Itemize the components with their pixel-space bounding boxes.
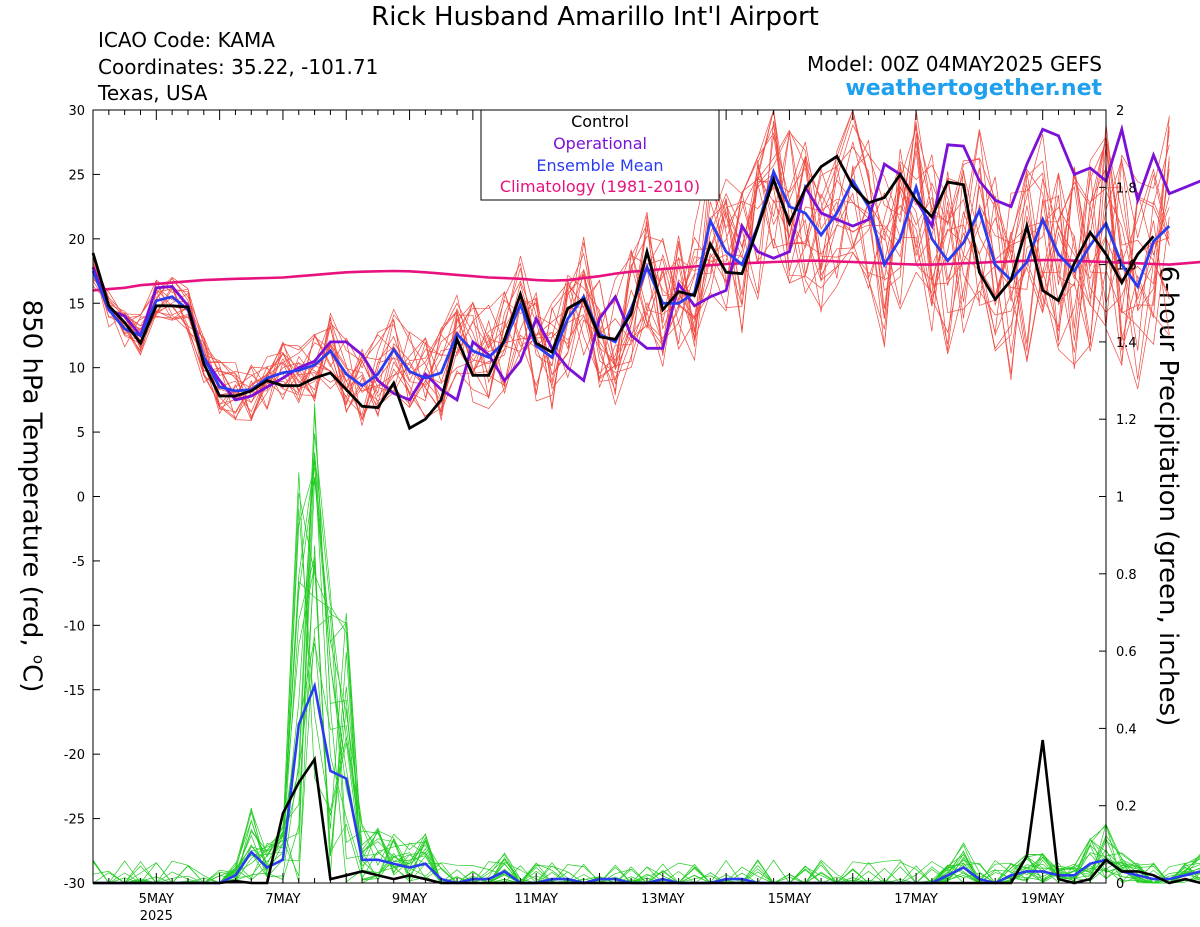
left-tick-label: 20 — [68, 233, 85, 248]
precip-member-line — [93, 452, 1200, 884]
left-tick-label: 10 — [68, 362, 85, 377]
precip-member-line — [93, 580, 1200, 884]
x-tick-year: 2025 — [140, 909, 173, 924]
region: Texas, USA — [98, 81, 208, 105]
right-tick-label: 0.6 — [1116, 645, 1137, 660]
right-tick-label: 1.2 — [1116, 413, 1137, 428]
right-tick-label: 0 — [1116, 877, 1124, 892]
x-tick-label: 15MAY — [768, 892, 812, 907]
precip-member-line — [92, 433, 1200, 884]
right-tick-label: 0.4 — [1116, 722, 1137, 737]
mean-precip-line — [93, 681, 1200, 885]
precip-member-line — [93, 477, 1200, 884]
precip-member-line — [93, 472, 1200, 884]
precip-member-line — [93, 509, 1200, 884]
temperature-member-line — [92, 129, 1170, 421]
left-tick-label: 25 — [68, 168, 85, 183]
right-tick-label: 0.2 — [1116, 800, 1137, 815]
x-tick-label: 7MAY — [265, 892, 300, 907]
control-temp-line — [91, 154, 1155, 431]
x-tick-label: 19MAY — [1021, 892, 1065, 907]
left-tick-label: -30 — [64, 877, 85, 892]
right-tick-label: 0.8 — [1116, 568, 1137, 583]
precip-member-line — [92, 452, 1200, 884]
legend-control: Control — [571, 112, 629, 131]
temperature-member-line — [92, 108, 1170, 421]
right-tick-label: 2 — [1116, 104, 1124, 119]
legend-ensemble-mean: Ensemble Mean — [536, 156, 663, 175]
x-tick-label: 13MAY — [641, 892, 685, 907]
temperature-member-line — [92, 134, 1170, 421]
legend-climatology: Climatology (1981-2010) — [500, 177, 700, 196]
left-tick-label: -5 — [72, 555, 85, 570]
legend: Control Operational Ensemble Mean Climat… — [480, 109, 720, 201]
left-tick-label: -25 — [64, 813, 85, 828]
precip-member-line — [93, 556, 1200, 884]
temperature-member-line — [92, 125, 1170, 419]
left-tick-label: 30 — [68, 104, 85, 119]
temperature-member-line — [92, 108, 1170, 414]
website-link[interactable]: weathertogether.net — [845, 76, 1102, 101]
legend-box — [480, 109, 720, 201]
right-tick-label: 1.8 — [1116, 181, 1137, 196]
left-tick-label: -20 — [64, 748, 85, 763]
temperature-member-line — [92, 120, 1170, 421]
left-tick-label: 0 — [77, 491, 85, 506]
precip-member-line — [92, 565, 1200, 884]
temperature-member-line — [92, 154, 1170, 413]
temperature-member-line — [92, 123, 1170, 413]
climatology-line — [92, 258, 1200, 292]
right-tick-label: 1.6 — [1116, 259, 1137, 274]
legend-operational: Operational — [553, 134, 647, 153]
icao-code: ICAO Code: KAMA — [98, 28, 275, 52]
right-tick-label: 1 — [1116, 491, 1124, 506]
left-tick-label: -15 — [64, 684, 85, 699]
precip-member-line — [93, 492, 1200, 884]
axes: 302520151050-5-10-15-20-25-3021.81.61.41… — [64, 104, 1137, 924]
main-series — [91, 123, 1200, 885]
temperature-member-line — [92, 126, 1170, 413]
precip-member-line — [93, 560, 1200, 884]
precip-member-line — [93, 642, 1200, 884]
precip-member-line — [93, 460, 1200, 884]
precip-member-line — [93, 476, 1200, 884]
precip-member-line — [93, 467, 1200, 884]
precip-member-line — [92, 545, 1200, 884]
coordinates: Coordinates: 35.22, -101.71 — [98, 55, 379, 79]
x-tick-label: 9MAY — [392, 892, 427, 907]
x-tick-label: 11MAY — [514, 892, 558, 907]
right-tick-label: 1.4 — [1116, 336, 1137, 351]
left-tick-label: -10 — [64, 619, 85, 634]
x-tick-label: 17MAY — [894, 892, 938, 907]
model-run: Model: 00Z 04MAY2025 GEFS — [807, 52, 1102, 76]
temperature-member-line — [92, 109, 1170, 421]
temperature-member-line — [92, 109, 1170, 420]
left-tick-label: 15 — [68, 297, 85, 312]
left-tick-label: 5 — [77, 426, 85, 441]
chart-title: Rick Husband Amarillo Int'l Airport — [371, 2, 819, 32]
operational-temp-line — [91, 123, 1200, 403]
x-tick-label: 5MAY — [139, 892, 174, 907]
